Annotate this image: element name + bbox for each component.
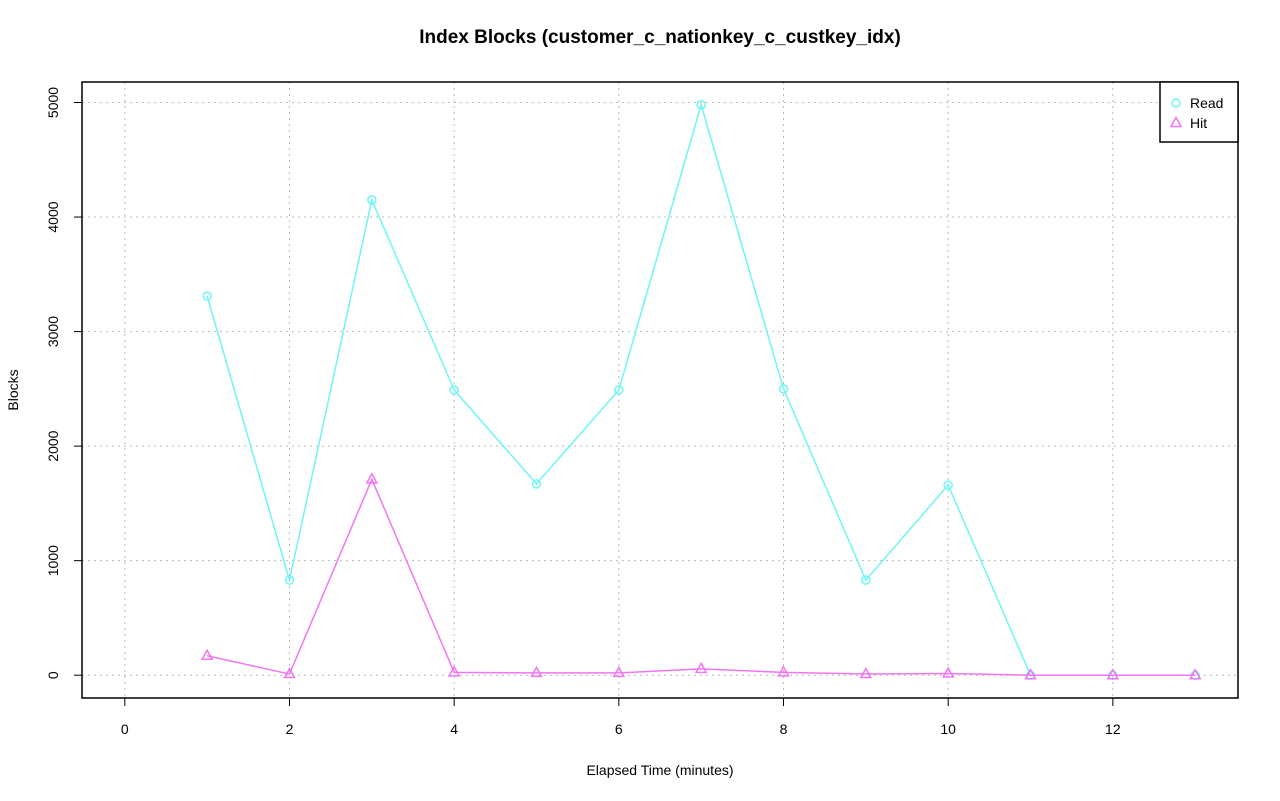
y-axis-label: Blocks <box>5 369 21 410</box>
marker <box>367 195 377 205</box>
legend: Read Hit <box>1159 81 1239 143</box>
x-tick-label: 6 <box>615 721 623 737</box>
series-line <box>206 102 1196 676</box>
marker <box>777 665 790 677</box>
marker <box>283 667 296 679</box>
legend-marker <box>1169 115 1183 128</box>
marker <box>447 665 461 677</box>
marker <box>941 666 955 678</box>
marker <box>531 479 542 489</box>
marker <box>1024 668 1037 680</box>
y-tick-label: 4000 <box>45 201 61 232</box>
legend-box <box>1159 81 1239 143</box>
y-tick-label: 0 <box>45 671 61 679</box>
x-tick-label: 12 <box>1105 721 1121 737</box>
marker <box>202 291 212 301</box>
x-axis-label: Elapsed Time (minutes) <box>586 762 733 778</box>
marker <box>284 575 295 585</box>
marker <box>1188 668 1202 680</box>
marker <box>778 384 789 394</box>
marker <box>1106 668 1120 680</box>
marker <box>861 575 871 585</box>
marker <box>530 665 543 678</box>
y-tick-label: 2000 <box>45 430 61 461</box>
marker <box>859 667 873 679</box>
x-tick-label: 4 <box>450 721 458 737</box>
y-tick-label: 1000 <box>45 545 61 576</box>
marker <box>612 665 626 678</box>
legend-marker <box>1171 98 1181 108</box>
marker <box>200 648 214 660</box>
x-tick-label: 2 <box>286 721 294 737</box>
marker <box>943 480 953 490</box>
y-tick-label: 5000 <box>45 87 61 118</box>
legend-label: Hit <box>1190 115 1207 131</box>
marker <box>449 385 459 395</box>
series-line <box>206 477 1196 676</box>
x-tick-label: 0 <box>121 721 129 737</box>
marker <box>694 661 708 674</box>
marker <box>614 385 624 395</box>
x-tick-label: 8 <box>780 721 788 737</box>
y-tick-label: 3000 <box>45 316 61 347</box>
marker <box>365 472 379 484</box>
legend-label: Read <box>1190 95 1223 111</box>
x-tick-label: 10 <box>940 721 956 737</box>
plot-frame <box>81 81 1239 699</box>
chart-title: Index Blocks (customer_c_nationkey_c_cus… <box>419 27 901 48</box>
marker <box>696 100 706 110</box>
